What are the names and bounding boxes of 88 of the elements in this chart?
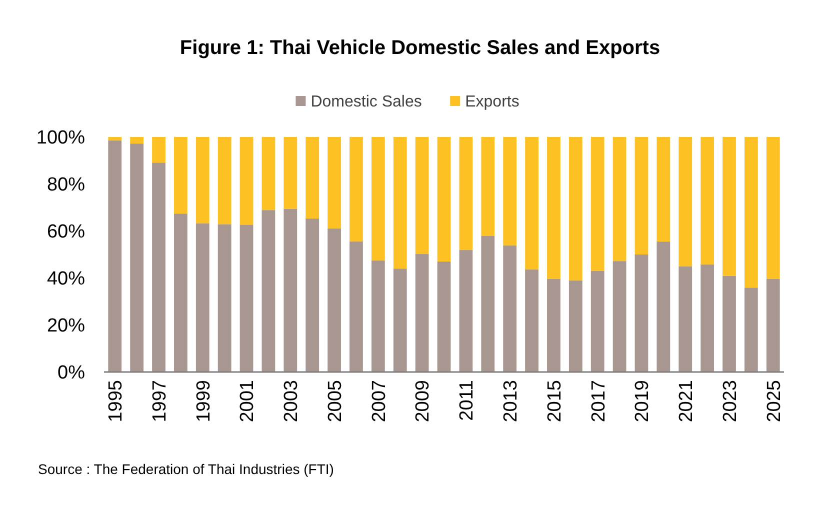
bar <box>174 137 188 214</box>
bar <box>350 241 363 372</box>
bar <box>108 140 122 372</box>
bar <box>218 137 232 224</box>
x-tick-label: 2003 <box>281 380 302 422</box>
bar <box>525 137 538 270</box>
bar <box>568 137 582 280</box>
bar <box>437 137 451 262</box>
y-tick-label: 20% <box>46 316 86 337</box>
bar <box>328 137 341 228</box>
x-tick-label: 2013 <box>500 380 522 422</box>
x-tick-label: 2001 <box>237 380 258 422</box>
x-tick-label: 2023 <box>720 380 741 422</box>
bar <box>240 224 254 372</box>
legend-label: Domestic Sales <box>310 94 422 111</box>
bar <box>634 254 648 372</box>
bar <box>503 245 517 372</box>
bar <box>240 137 254 225</box>
bar <box>415 254 429 372</box>
x-tick-label: 1997 <box>149 380 170 422</box>
bar <box>766 278 780 372</box>
bar <box>350 137 363 242</box>
bar <box>174 214 188 372</box>
chart-title: Figure 1: Thai Vehicle Domestic Sales and Exports <box>180 37 660 59</box>
bar <box>656 242 670 372</box>
bar <box>525 269 538 372</box>
bar <box>306 137 320 219</box>
bar <box>612 137 626 262</box>
bar <box>459 250 473 372</box>
bar <box>547 278 560 372</box>
bar <box>284 137 298 209</box>
bar <box>766 137 780 279</box>
bar <box>612 261 626 372</box>
x-tick-label: 2005 <box>324 380 346 422</box>
bar <box>130 144 144 372</box>
bar <box>437 262 451 372</box>
bar <box>547 137 560 279</box>
y-tick-label: 60% <box>46 222 86 243</box>
x-tick-label: 2019 <box>632 380 654 422</box>
x-tick-label: 2015 <box>544 380 566 422</box>
bar <box>700 264 714 372</box>
bar <box>634 137 648 254</box>
bar <box>108 137 122 140</box>
bar <box>306 218 320 372</box>
bar <box>130 137 144 144</box>
y-tick-label: 40% <box>46 268 86 290</box>
bar <box>393 268 407 372</box>
x-tick-label: 2007 <box>368 380 390 422</box>
bar <box>590 137 604 271</box>
bar <box>218 224 232 372</box>
bar <box>196 223 210 372</box>
bar <box>328 228 341 372</box>
bar <box>196 137 210 224</box>
bar <box>152 162 166 372</box>
bar <box>152 137 166 163</box>
bar <box>481 236 495 372</box>
bar <box>744 137 758 288</box>
bar <box>262 137 276 210</box>
x-tick-label: 2009 <box>412 380 434 422</box>
y-tick-label: 80% <box>46 174 86 196</box>
bar <box>415 137 429 254</box>
bar <box>371 137 385 260</box>
bar <box>284 208 298 372</box>
bar <box>722 276 736 372</box>
bar <box>393 137 407 269</box>
bar <box>678 137 692 266</box>
x-tick-label: 2025 <box>764 380 785 422</box>
bar <box>568 280 582 372</box>
bar <box>700 137 714 264</box>
bar <box>371 260 385 372</box>
bar <box>744 288 758 372</box>
x-tick-label: 2021 <box>676 380 698 422</box>
bar <box>722 137 736 276</box>
bar <box>656 137 670 242</box>
bar <box>481 137 495 236</box>
x-tick-label: 1995 <box>106 380 127 422</box>
y-tick-label: 0% <box>58 362 86 384</box>
y-tick-label: 100% <box>36 128 86 149</box>
legend-label: Exports <box>465 94 520 111</box>
x-tick-label: 2011 <box>456 380 478 421</box>
x-tick-label: 1999 <box>193 380 214 422</box>
bar <box>262 210 276 372</box>
source-note: Source : The Federation of Thai Industries (FTI) <box>38 461 334 477</box>
bar <box>590 270 604 372</box>
bar <box>503 137 517 246</box>
bar <box>678 266 692 372</box>
x-tick-label: 2017 <box>588 380 610 422</box>
bar <box>459 137 473 250</box>
